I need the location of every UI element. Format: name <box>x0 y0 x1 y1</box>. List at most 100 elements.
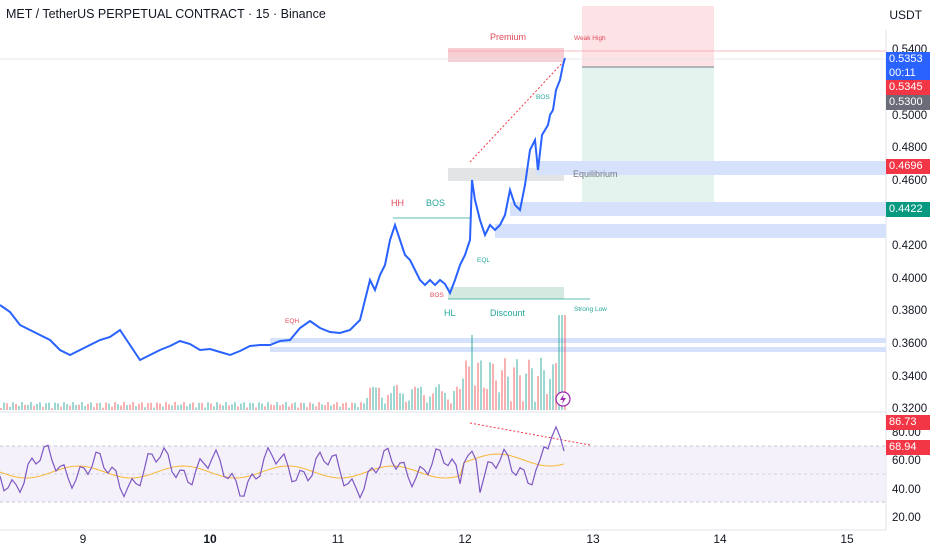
volume-bar <box>120 405 122 410</box>
volume-bar <box>288 406 290 410</box>
volume-bar <box>210 403 212 410</box>
volume-bar <box>474 385 476 410</box>
volume-bar <box>240 403 242 410</box>
time-axis[interactable]: 9 10 11 12 13 14 15 <box>0 530 886 550</box>
volume-bar <box>132 402 134 410</box>
volume-bar <box>111 406 113 410</box>
volume-bar <box>12 402 14 410</box>
volume-bar <box>150 402 152 410</box>
volume-bar <box>141 402 143 410</box>
volume-bar <box>438 384 440 410</box>
volume-bar <box>360 402 362 410</box>
volume-bar <box>126 405 128 410</box>
volume-bar <box>165 402 167 410</box>
volume-bar <box>324 405 326 410</box>
volume-bar <box>405 401 407 410</box>
volume-bar <box>159 403 161 410</box>
rsi-tick-20: 20.00 <box>892 512 921 524</box>
price-line <box>0 57 566 362</box>
volume-bar <box>309 402 311 410</box>
volume-bar <box>516 359 518 410</box>
time-label-12: 12 <box>458 532 472 546</box>
volume-bar <box>429 396 431 410</box>
time-label-11: 11 <box>331 532 345 546</box>
price-tick-2: 0.4800 <box>892 142 928 154</box>
currency-selector[interactable]: USDT <box>889 8 922 22</box>
volume-bar <box>399 393 401 410</box>
volume-bar <box>423 395 425 410</box>
symbol-title[interactable]: MET / TetherUS PERPETUAL CONTRACT · 15 ·… <box>6 7 326 21</box>
price-tick-3: 0.4600 <box>892 175 928 187</box>
countdown-badge: 00:11 <box>886 66 930 81</box>
volume-bar <box>528 359 530 410</box>
order-block-1 <box>536 161 886 175</box>
eqh-label: EQH <box>285 318 300 325</box>
volume-bar <box>108 403 110 410</box>
price-tick-6: 0.3800 <box>892 305 928 317</box>
volume-bar <box>168 404 170 410</box>
volume-bar <box>87 403 89 410</box>
rsi-value-badge: 86.73 <box>886 415 930 430</box>
volume-bar <box>147 403 149 410</box>
volume-bar <box>468 366 470 410</box>
volume-bar <box>351 402 353 410</box>
volume-bar <box>90 402 92 410</box>
volume-bar <box>270 404 272 410</box>
volume-bar <box>72 402 74 410</box>
rsi-ma-line <box>0 453 565 479</box>
volume-bar <box>162 406 164 410</box>
equilibrium-label: Equilibrium <box>573 169 618 179</box>
volume-bar <box>21 402 23 410</box>
volume-bar <box>444 392 446 410</box>
volume-bar <box>531 368 533 410</box>
volume-bar <box>201 402 203 410</box>
volume-bar <box>267 402 269 410</box>
volume-bar <box>312 403 314 410</box>
volume-bar <box>519 375 521 410</box>
volume-bar <box>261 403 263 410</box>
time-label-10: 10 <box>203 532 217 546</box>
volume-bar <box>231 404 233 410</box>
volume-bar <box>48 402 50 410</box>
strong-low-label: Strong Low <box>574 306 607 313</box>
bos-mid-label: BOS <box>426 198 446 208</box>
volume-bar <box>204 407 206 410</box>
volume-bar <box>0 408 2 410</box>
volume-bar <box>198 402 200 410</box>
volume-bar <box>24 404 26 410</box>
volume-bar <box>174 402 176 410</box>
volume-bar <box>402 393 404 410</box>
volume-bar <box>357 407 359 410</box>
volume-bar <box>195 407 197 410</box>
volume-bar <box>282 404 284 410</box>
volume-bar <box>279 405 281 410</box>
volume-bar <box>342 403 344 410</box>
order-block-3 <box>495 224 886 238</box>
volume-bar <box>78 404 80 410</box>
volume-bar <box>456 386 458 410</box>
volume-bar <box>300 402 302 410</box>
volume-bar <box>180 404 182 410</box>
volume-bar <box>435 387 437 410</box>
volume-bar <box>192 402 194 410</box>
volume-bar <box>228 405 230 410</box>
volume-bar <box>480 360 482 410</box>
volume-bar <box>396 384 398 410</box>
volume-bar <box>186 406 188 410</box>
volume-bar <box>9 406 11 410</box>
volume-bar <box>393 385 395 410</box>
price-tick-8: 0.3400 <box>892 371 928 383</box>
rsi-line <box>0 425 565 500</box>
volume-bar <box>69 405 71 410</box>
volume-bar <box>105 402 107 410</box>
volume-bar <box>252 402 254 410</box>
time-label-14: 14 <box>713 532 727 546</box>
volume-bar <box>348 407 350 410</box>
volume-bar <box>315 406 317 410</box>
volume-bar <box>303 402 305 410</box>
volume-bar <box>447 399 449 410</box>
price-tick-5: 0.4000 <box>892 273 928 285</box>
hh-label: HH <box>391 198 404 208</box>
